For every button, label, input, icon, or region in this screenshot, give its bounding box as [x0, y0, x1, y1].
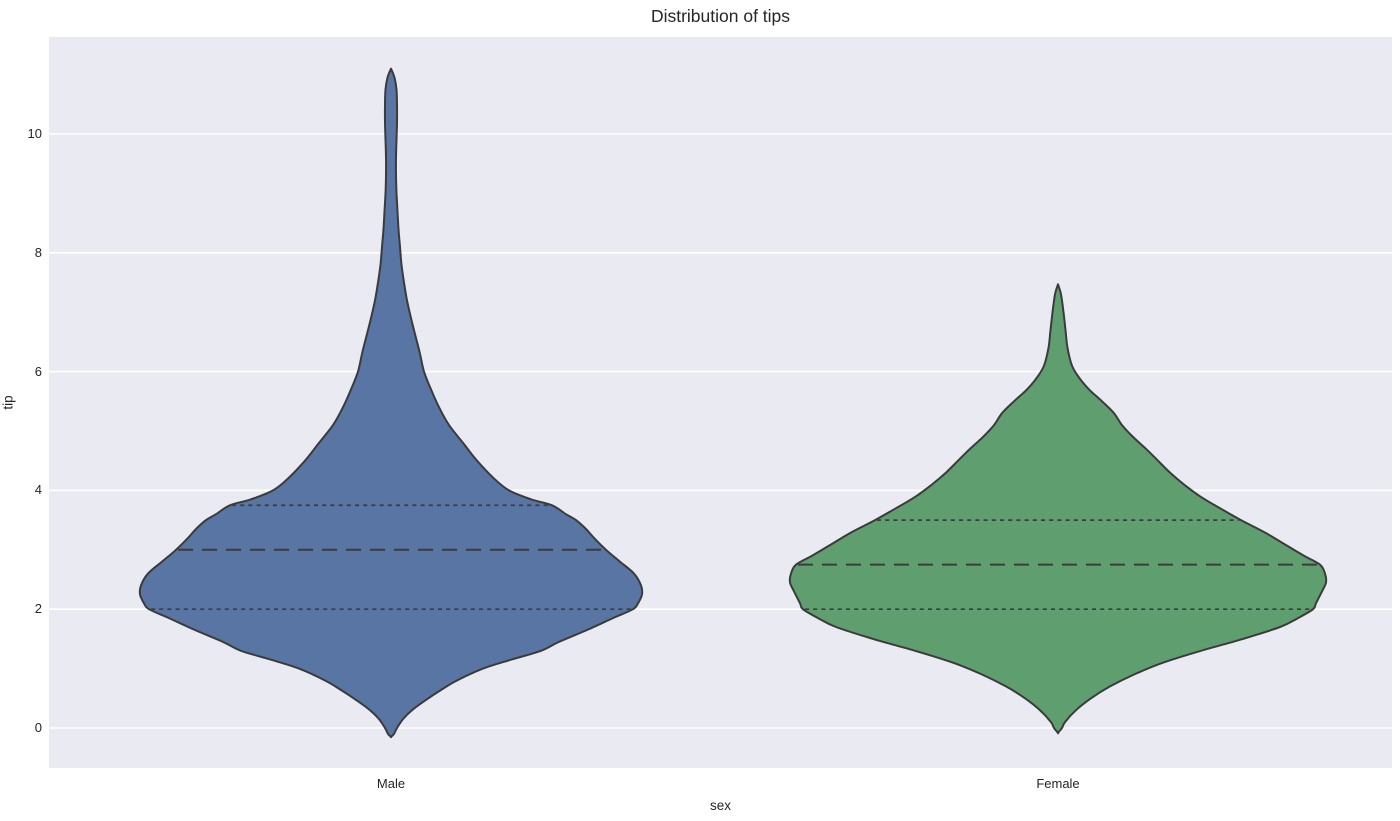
- y-axis-label: tip: [0, 395, 16, 410]
- x-tick-label-male: Male: [376, 776, 406, 791]
- violin-male: [138, 67, 644, 739]
- x-tick-label-female: Female: [1036, 776, 1080, 791]
- y-tick-label-0: 0: [34, 720, 42, 735]
- y-tick-label-6: 6: [34, 363, 42, 379]
- violin-female: [788, 283, 1328, 735]
- y-tick-label-10: 10: [27, 126, 42, 141]
- chart-title: Distribution of tips: [650, 6, 791, 26]
- y-tick-label-8: 8: [34, 244, 42, 260]
- y-tick-label-2: 2: [34, 601, 42, 617]
- x-axis-label: sex: [709, 798, 731, 813]
- y-tick-label-4: 4: [34, 482, 42, 498]
- axes-background: [49, 37, 1392, 768]
